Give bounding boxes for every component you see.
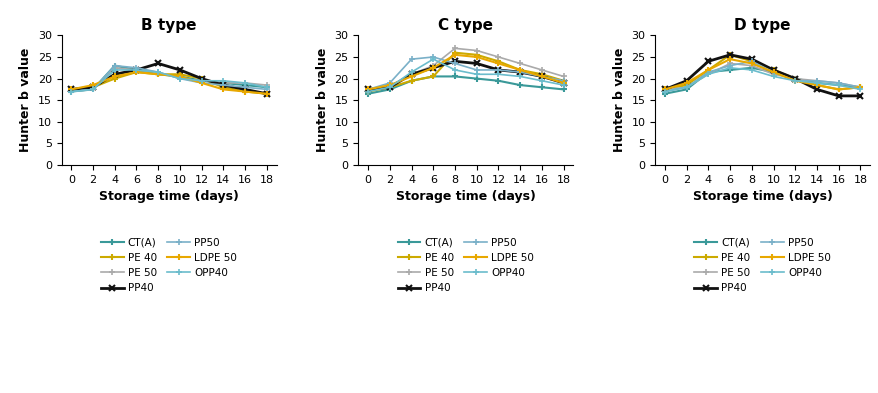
Y-axis label: Hunter b value: Hunter b value (315, 48, 328, 152)
Title: C type: C type (438, 18, 493, 33)
Legend: CT(A), PE 40, PE 50, PP40, PP50, LDPE 50, OPP40: CT(A), PE 40, PE 50, PP40, PP50, LDPE 50… (101, 238, 237, 293)
X-axis label: Storage time (days): Storage time (days) (99, 190, 239, 203)
Legend: CT(A), PE 40, PE 50, PP40, PP50, LDPE 50, OPP40: CT(A), PE 40, PE 50, PP40, PP50, LDPE 50… (694, 238, 830, 293)
Y-axis label: Hunter b value: Hunter b value (612, 48, 625, 152)
Y-axis label: Hunter b value: Hunter b value (19, 48, 32, 152)
Title: B type: B type (141, 18, 197, 33)
Legend: CT(A), PE 40, PE 50, PP40, PP50, LDPE 50, OPP40: CT(A), PE 40, PE 50, PP40, PP50, LDPE 50… (397, 238, 534, 293)
Title: D type: D type (734, 18, 790, 33)
X-axis label: Storage time (days): Storage time (days) (395, 190, 536, 203)
X-axis label: Storage time (days): Storage time (days) (692, 190, 831, 203)
